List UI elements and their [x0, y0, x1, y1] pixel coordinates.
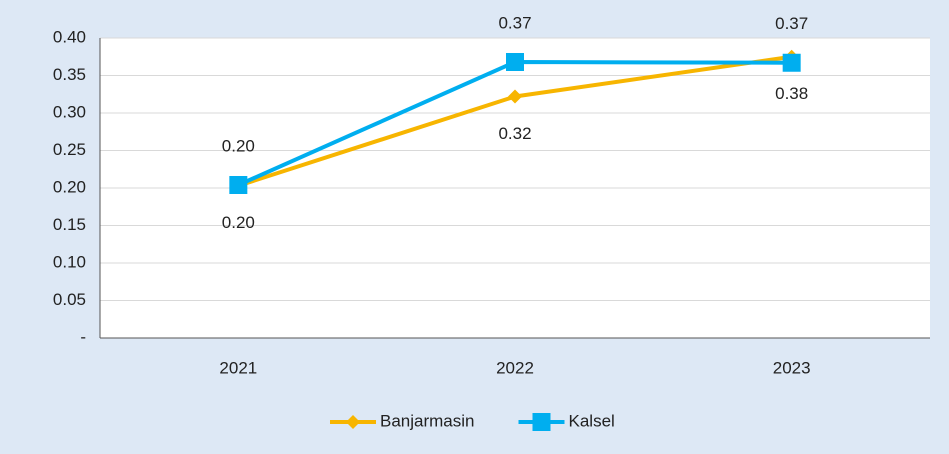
y-tick-label: 0.40 [53, 27, 86, 46]
data-label: 0.32 [498, 124, 531, 143]
y-tick-label: 0.15 [53, 215, 86, 234]
y-tick-label: 0.35 [53, 65, 86, 84]
data-label: 0.38 [775, 84, 808, 103]
x-tick-label: 2022 [496, 358, 534, 377]
data-point [506, 53, 524, 71]
legend-label: Banjarmasin [380, 411, 475, 430]
legend-marker [346, 415, 360, 429]
data-point [782, 53, 801, 72]
data-point [508, 89, 522, 104]
data-label: 0.20 [222, 136, 255, 155]
x-tick-label: 2023 [773, 358, 811, 377]
legend-marker [532, 413, 551, 431]
y-tick-label: 0.05 [53, 290, 86, 309]
data-label: 0.20 [222, 213, 255, 232]
data-label: 0.37 [775, 14, 808, 33]
data-point [229, 176, 248, 194]
y-tick-label: - [80, 327, 86, 346]
data-label: 0.37 [498, 13, 531, 32]
y-tick-label: 0.20 [53, 177, 86, 196]
y-tick-label: 0.10 [53, 252, 86, 271]
y-tick-label: 0.30 [53, 102, 86, 121]
legend-label: Kalsel [569, 411, 615, 430]
y-tick-label: 0.25 [53, 140, 86, 159]
x-tick-label: 2021 [219, 358, 257, 377]
